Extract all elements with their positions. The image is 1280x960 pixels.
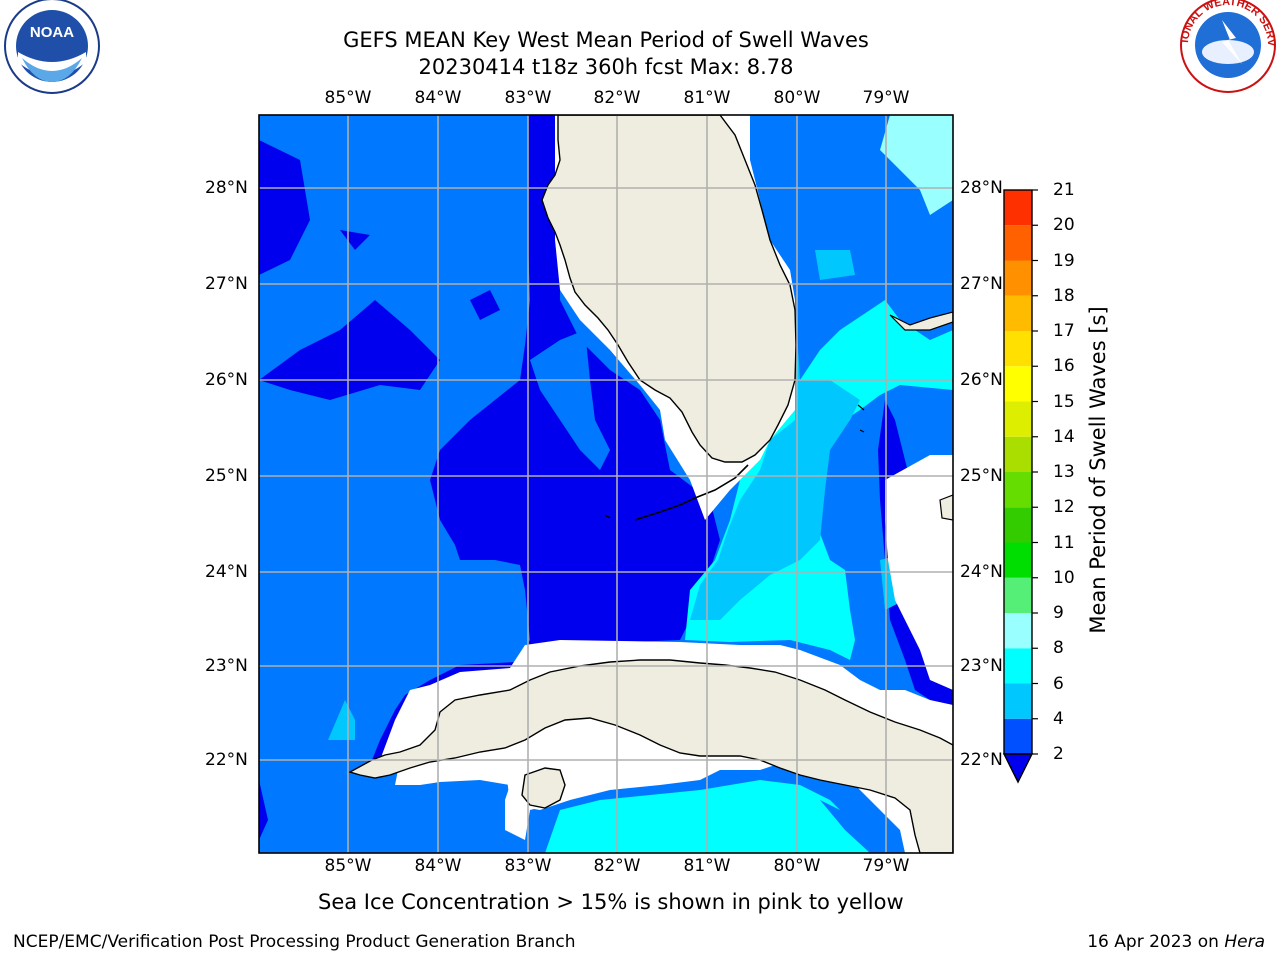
- nws-logo: NATIONAL WEATHER SERVICE: [0, 0, 1277, 93]
- footer-date: 16 Apr 2023 on Hera: [1087, 932, 1265, 952]
- florida-keys: [634, 464, 749, 521]
- lat-label-left: 28°N: [205, 178, 248, 198]
- colorbar-tick-label: 10: [1053, 567, 1075, 588]
- lat-label-right: 27°N: [960, 274, 1003, 294]
- lon-label-bottom: 81°W: [683, 856, 731, 876]
- colorbar-segment: [1004, 613, 1032, 649]
- noaa-logo: NOAA: [4, 0, 100, 94]
- lat-label-right: 25°N: [960, 466, 1003, 486]
- colorbar-segment: [1004, 683, 1032, 719]
- lon-label-bottom: 79°W: [862, 856, 910, 876]
- colorbar-tick-label: 11: [1053, 532, 1075, 553]
- colorbar-tick-label: 15: [1053, 391, 1075, 412]
- lat-label-right: 24°N: [960, 562, 1003, 582]
- colorbar-tick-label: 14: [1053, 426, 1075, 447]
- colorbar-segment: [1004, 542, 1032, 578]
- colorbar-segment: [1004, 648, 1032, 684]
- colorbar-segment: [1004, 577, 1032, 613]
- lon-label-top: 80°W: [773, 88, 821, 108]
- colorbar-segment: [1004, 401, 1032, 437]
- colorbar-segment: [1004, 331, 1032, 367]
- swell-dark-region: [372, 115, 720, 760]
- colorbar-tick-label: 4: [1053, 708, 1064, 729]
- colorbar-segment: [1004, 295, 1032, 331]
- florida-land: [541, 115, 797, 463]
- colorbar-title: Mean Period of Swell Waves [s]: [1086, 306, 1110, 634]
- colorbar: [1002, 189, 1038, 784]
- lat-label-left: 27°N: [205, 274, 248, 294]
- colorbar-tick-label: 19: [1053, 250, 1075, 271]
- colorbar-tick-label: 13: [1053, 462, 1075, 482]
- colorbar-segment: [1004, 507, 1032, 543]
- colorbar-tick-label: 18: [1053, 285, 1075, 306]
- colorbar-tick-label: 8: [1053, 638, 1064, 659]
- lat-label-right: 23°N: [960, 656, 1003, 676]
- grand-bahama: [889, 311, 953, 331]
- footer-host: Hera: [1224, 932, 1265, 952]
- colorbar-segment: [1004, 225, 1032, 261]
- noaa-logo-text: NOAA: [30, 24, 74, 41]
- colorbar-segment: [1004, 436, 1032, 472]
- nws-logo-text: NATIONAL WEATHER SERVICE: [0, 0, 1277, 47]
- colorbar-tick-label: 21: [1053, 180, 1075, 200]
- lon-label-top: 79°W: [862, 88, 910, 108]
- graticule: [259, 115, 953, 853]
- colorbar-tick-label: 12: [1053, 497, 1075, 518]
- lon-label-bottom: 83°W: [504, 856, 552, 876]
- lon-label-top: 81°W: [683, 88, 731, 108]
- andros-island: [939, 494, 953, 521]
- chart-subtitle: 20230414 t18z 360h fcst Max: 8.78: [418, 55, 794, 79]
- lon-label-bottom: 82°W: [593, 856, 641, 876]
- colorbar-tick-label: 17: [1053, 321, 1075, 341]
- colorbar-segment: [1004, 190, 1032, 226]
- footer-credit: NCEP/EMC/Verification Post Processing Pr…: [13, 932, 576, 952]
- map-plot-area: [259, 115, 953, 853]
- chart-title: GEFS MEAN Key West Mean Period of Swell …: [343, 28, 869, 52]
- map-frame: [258, 114, 954, 854]
- footer-date-text: 16 Apr 2023 on: [1087, 932, 1225, 952]
- cuba-land: [348, 659, 953, 853]
- isla-juventud: [521, 767, 566, 809]
- colorbar-tick-label: 16: [1053, 356, 1075, 377]
- lon-label-top: 84°W: [414, 88, 462, 108]
- lat-label-left: 22°N: [205, 750, 248, 770]
- lat-label-right: 26°N: [960, 370, 1003, 390]
- colorbar-segment: [1004, 366, 1032, 402]
- lat-label-right: 22°N: [960, 750, 1003, 770]
- colorbar-tick-label: 9: [1053, 603, 1064, 623]
- colorbar-segment: [1004, 260, 1032, 296]
- sea-ice-note: Sea Ice Concentration > 15% is shown in …: [318, 890, 904, 914]
- lon-label-top: 85°W: [324, 88, 372, 108]
- colorbar-segment: [1004, 718, 1032, 754]
- lat-label-left: 23°N: [205, 656, 248, 676]
- lat-label-right: 28°N: [960, 178, 1003, 198]
- colorbar-tick-label: 6: [1053, 673, 1064, 694]
- lon-label-bottom: 80°W: [773, 856, 821, 876]
- lon-label-top: 83°W: [504, 88, 552, 108]
- lat-label-left: 25°N: [205, 466, 248, 486]
- lon-label-bottom: 84°W: [414, 856, 462, 876]
- colorbar-tick-label: 20: [1053, 215, 1075, 236]
- colorbar-extend-triangle: [1002, 753, 1034, 784]
- lon-label-top: 82°W: [593, 88, 641, 108]
- lat-label-left: 24°N: [205, 562, 248, 582]
- colorbar-segment: [1004, 472, 1032, 508]
- lon-label-bottom: 85°W: [324, 856, 372, 876]
- lat-label-left: 26°N: [205, 370, 248, 390]
- colorbar-tick-label: 2: [1053, 744, 1064, 764]
